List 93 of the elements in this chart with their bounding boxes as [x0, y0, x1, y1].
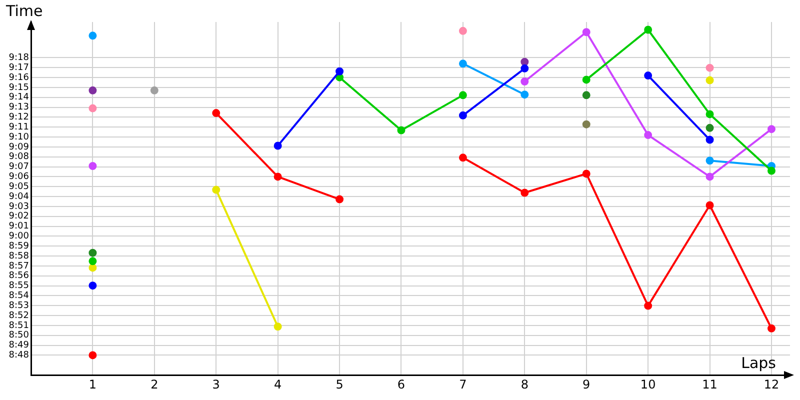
point [767, 166, 776, 175]
point [88, 104, 97, 112]
x-tick-label: 10 [640, 377, 656, 392]
y-tick-label: 9:16 [8, 72, 30, 83]
point [706, 64, 714, 72]
x-tick-label: 5 [336, 377, 344, 392]
y-tick-label: 9:15 [8, 82, 29, 93]
point [88, 282, 97, 290]
point [212, 186, 220, 194]
y-tick-label: 9:07 [8, 162, 29, 172]
y-tick-label: 8:56 [8, 271, 30, 282]
point [582, 91, 590, 100]
x-axis-title: Laps [741, 354, 776, 372]
point [520, 78, 529, 86]
point [397, 126, 406, 134]
point [458, 60, 467, 68]
point [88, 86, 97, 94]
point [520, 64, 529, 72]
y-tick-label: 9:03 [8, 202, 29, 212]
point [458, 111, 467, 120]
x-tick-label: 11 [702, 377, 718, 392]
y-tick-label: 9:10 [8, 132, 30, 142]
y-tick-label: 9:18 [8, 53, 30, 64]
point [520, 58, 529, 66]
point [582, 76, 590, 84]
point [458, 26, 467, 35]
x-tick-label: 9 [582, 377, 590, 392]
point [88, 162, 97, 170]
x-tick-label: 7 [459, 377, 467, 392]
y-tick-label: 9:01 [8, 222, 29, 232]
y-tick-label: 9:17 [8, 62, 29, 73]
y-tick-label: 9:00 [8, 232, 30, 242]
point [644, 302, 652, 310]
point [274, 172, 282, 181]
y-tick-label: 9:12 [8, 112, 29, 123]
y-tick-label: 8:55 [8, 281, 29, 292]
y-tick-label: 8:52 [8, 310, 29, 321]
point [88, 248, 97, 257]
y-tick-label: 9:13 [8, 102, 29, 113]
point [458, 154, 467, 162]
y-tick-label: 9:04 [8, 192, 30, 202]
y-tick-label: 8:49 [8, 340, 30, 351]
y-tick-label: 8:57 [8, 261, 29, 272]
point [706, 156, 714, 165]
y-tick-label: 8:51 [8, 320, 29, 331]
y-tick-label: 9:06 [8, 172, 30, 182]
y-tick-label: 9:14 [8, 92, 30, 103]
point [150, 86, 158, 94]
point [706, 110, 714, 118]
point [274, 322, 282, 331]
point [336, 195, 344, 204]
x-tick-label: 4 [274, 377, 282, 392]
point [644, 26, 652, 34]
point [88, 351, 97, 360]
y-axis-title: Time [5, 2, 43, 20]
y-tick-label: 8:48 [8, 350, 30, 361]
point [336, 67, 344, 76]
point [644, 72, 652, 80]
y-tick-label: 8:58 [8, 251, 30, 262]
x-tick-label: 6 [397, 377, 406, 392]
y-tick-label: 8:53 [8, 300, 29, 311]
point [274, 142, 282, 150]
point [88, 257, 97, 266]
y-tick-label: 8:54 [8, 291, 30, 302]
point [582, 120, 590, 128]
x-tick-label: 3 [212, 377, 220, 392]
y-tick-label: 9:08 [8, 152, 30, 162]
point [582, 28, 590, 36]
point [520, 188, 529, 197]
point [212, 109, 220, 118]
point [767, 324, 776, 332]
point [706, 201, 714, 210]
point [706, 172, 714, 181]
x-tick-label: 12 [764, 377, 780, 392]
point [767, 125, 776, 134]
point [582, 170, 590, 178]
y-tick-label: 9:02 [8, 212, 29, 222]
point [458, 91, 467, 100]
point [88, 32, 97, 40]
x-tick-label: 1 [88, 377, 97, 392]
y-tick-label: 9:05 [8, 182, 29, 192]
point [706, 76, 714, 84]
point [520, 90, 529, 99]
y-tick-label: 9:11 [8, 122, 29, 132]
y-tick-label: 9:09 [8, 142, 30, 152]
y-tick-label: 8:59 [8, 241, 30, 252]
point [644, 131, 652, 140]
point [706, 136, 714, 144]
x-tick-label: 8 [520, 377, 528, 392]
x-tick-label: 2 [150, 377, 158, 392]
y-tick-label: 8:50 [8, 330, 30, 341]
point [88, 264, 97, 272]
point [706, 124, 714, 132]
